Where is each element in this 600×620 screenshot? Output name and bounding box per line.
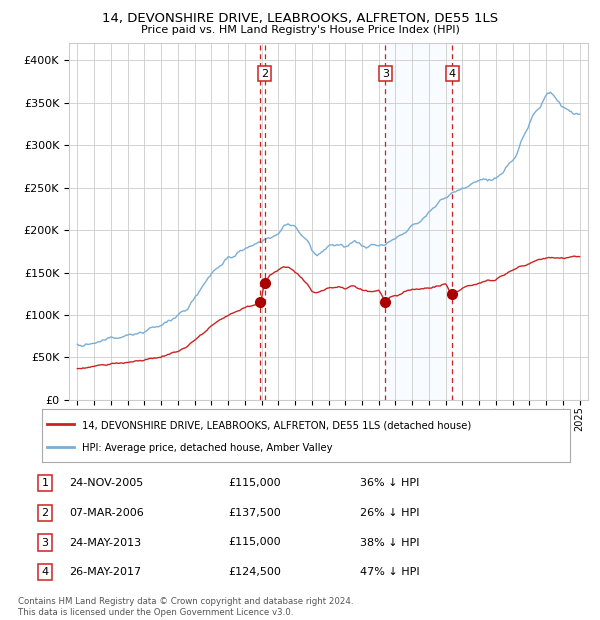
Text: 24-MAY-2013: 24-MAY-2013 bbox=[69, 538, 141, 547]
Text: HPI: Average price, detached house, Amber Valley: HPI: Average price, detached house, Ambe… bbox=[82, 443, 332, 453]
Text: 26-MAY-2017: 26-MAY-2017 bbox=[69, 567, 141, 577]
Text: £115,000: £115,000 bbox=[228, 478, 281, 488]
Text: 36% ↓ HPI: 36% ↓ HPI bbox=[360, 478, 419, 488]
Text: 4: 4 bbox=[41, 567, 49, 577]
Text: 3: 3 bbox=[382, 69, 389, 79]
Text: 26% ↓ HPI: 26% ↓ HPI bbox=[360, 508, 419, 518]
Text: 24-NOV-2005: 24-NOV-2005 bbox=[69, 478, 143, 488]
Text: 3: 3 bbox=[41, 538, 49, 547]
Text: 14, DEVONSHIRE DRIVE, LEABROOKS, ALFRETON, DE55 1LS: 14, DEVONSHIRE DRIVE, LEABROOKS, ALFRETO… bbox=[102, 12, 498, 25]
Bar bbox=[385, 43, 452, 400]
Text: 2: 2 bbox=[41, 508, 49, 518]
Text: 1: 1 bbox=[41, 478, 49, 488]
Text: 47% ↓ HPI: 47% ↓ HPI bbox=[360, 567, 419, 577]
Text: 2: 2 bbox=[261, 69, 268, 79]
Text: £115,000: £115,000 bbox=[228, 538, 281, 547]
Text: Contains HM Land Registry data © Crown copyright and database right 2024.
This d: Contains HM Land Registry data © Crown c… bbox=[18, 598, 353, 617]
Text: £124,500: £124,500 bbox=[228, 567, 281, 577]
Text: 14, DEVONSHIRE DRIVE, LEABROOKS, ALFRETON, DE55 1LS (detached house): 14, DEVONSHIRE DRIVE, LEABROOKS, ALFRETO… bbox=[82, 420, 471, 430]
Text: 07-MAR-2006: 07-MAR-2006 bbox=[69, 508, 144, 518]
Text: 38% ↓ HPI: 38% ↓ HPI bbox=[360, 538, 419, 547]
Text: 4: 4 bbox=[449, 69, 456, 79]
Text: Price paid vs. HM Land Registry's House Price Index (HPI): Price paid vs. HM Land Registry's House … bbox=[140, 25, 460, 35]
Text: £137,500: £137,500 bbox=[228, 508, 281, 518]
